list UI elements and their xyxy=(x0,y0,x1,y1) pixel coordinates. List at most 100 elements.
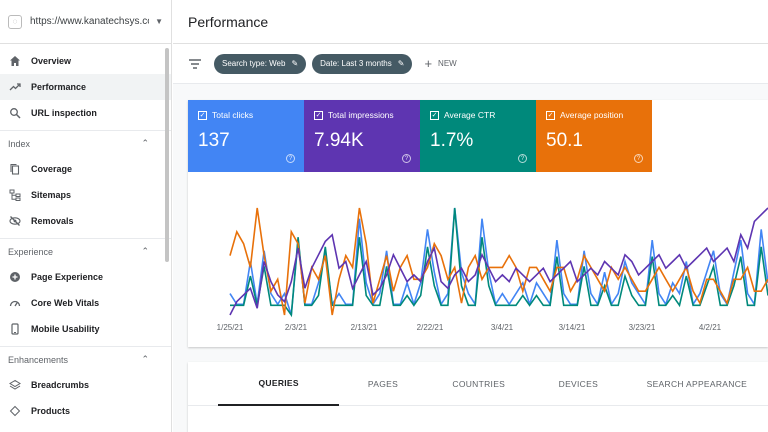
sidebar-item-label: Removals xyxy=(31,216,74,226)
metric-label-text: Average CTR xyxy=(444,110,496,120)
phone-icon xyxy=(8,322,22,336)
x-tick-label: 2/3/21 xyxy=(285,323,308,332)
sidebar-item-label: Core Web Vitals xyxy=(31,298,100,308)
plus-icon: + xyxy=(424,56,433,71)
sidebar-item-performance[interactable]: Performance xyxy=(0,74,171,100)
sidebar-item-label: Mobile Usability xyxy=(31,324,100,334)
page-header: Performance xyxy=(173,0,768,44)
x-tick-label: 2/22/21 xyxy=(417,323,444,332)
section-title: Enhancements xyxy=(8,354,69,365)
metric-value: 7.94K xyxy=(314,130,364,151)
sitemap-icon xyxy=(8,188,22,202)
tab-countries[interactable]: COUNTRIES xyxy=(452,378,506,389)
trending-icon xyxy=(8,80,22,94)
sidebar: ◌ https://www.kanatechsys.co... ▼ Overvi… xyxy=(0,0,172,432)
metric-label: ✓ Average CTR xyxy=(430,110,526,120)
checkbox-checked-icon[interactable]: ✓ xyxy=(430,110,439,120)
sidebar-item-label: Coverage xyxy=(31,164,73,174)
sidebar-item-label: Performance xyxy=(31,82,87,92)
sidebar-item-url-inspection[interactable]: URL inspection xyxy=(0,100,171,126)
eye-off-icon xyxy=(8,214,22,228)
home-icon xyxy=(8,54,22,68)
metric-card-average-ctr[interactable]: ✓ Average CTR 1.7%? xyxy=(420,100,536,172)
new-label: NEW xyxy=(438,59,457,68)
main-content: Performance Search type: Web ✎ Date: Las… xyxy=(173,0,768,432)
sidebar-item-products[interactable]: Products xyxy=(0,398,171,424)
chevron-up-icon[interactable]: ⌃ xyxy=(141,354,149,364)
edit-icon[interactable]: ✎ xyxy=(291,59,299,68)
section-title: Index xyxy=(8,138,31,149)
metric-card-total-clicks[interactable]: ✓ Total clicks 137? xyxy=(188,100,304,172)
x-tick-label: 2/13/21 xyxy=(351,323,378,332)
filter-chip-date[interactable]: Date: Last 3 months ✎ xyxy=(312,53,413,74)
diamond-icon xyxy=(8,404,22,418)
section-header-enhancements[interactable]: Enhancements ⌃ xyxy=(0,346,171,372)
metric-label: ✓ Total clicks xyxy=(198,110,294,120)
checkbox-checked-icon[interactable]: ✓ xyxy=(546,110,555,120)
x-tick-label: 4/2/21 xyxy=(699,323,722,332)
metric-value: 137 xyxy=(198,130,230,151)
help-icon[interactable]: ? xyxy=(518,154,527,163)
chip-label: Date: Last 3 months xyxy=(320,59,392,68)
chevron-up-icon[interactable]: ⌃ xyxy=(141,138,149,148)
sidebar-item-label: Overview xyxy=(31,56,72,66)
page-title: Performance xyxy=(188,13,269,30)
tab-queries[interactable]: QUERIES xyxy=(218,362,340,406)
x-tick-label: 3/4/21 xyxy=(491,323,514,332)
sidebar-item-label: URL inspection xyxy=(31,108,97,118)
report-tabs-card: QUERIES PAGES COUNTRIES DEVICES SEARCH APPEA… xyxy=(188,362,768,432)
tab-pages[interactable]: PAGES xyxy=(367,378,399,389)
chart-svg: 1/25/21 2/3/21 2/13/21 2/22/21 3/4/21 3/14/21… xyxy=(217,207,768,332)
series-line-3 xyxy=(229,207,768,316)
edit-icon[interactable]: ✎ xyxy=(397,59,405,68)
tab-search-appearance[interactable]: SEARCH APPEARANCE xyxy=(646,378,748,389)
performance-chart-card: ✓ Total clicks 137? ✓ Total impressions 7.94K… xyxy=(188,100,768,347)
sidebar-item-removals[interactable]: Removals xyxy=(0,208,171,234)
checkbox-checked-icon[interactable]: ✓ xyxy=(198,110,207,120)
chevron-down-icon[interactable]: ▼ xyxy=(155,17,163,26)
help-icon[interactable]: ? xyxy=(402,154,411,163)
sidebar-item-overview[interactable]: Overview xyxy=(0,48,171,74)
metric-label-text: Average position xyxy=(560,110,624,120)
filter-icon[interactable] xyxy=(188,58,204,70)
metric-value: 50.1 xyxy=(546,130,583,151)
section-header-index[interactable]: Index ⌃ xyxy=(0,130,171,156)
sidebar-scrollbar[interactable] xyxy=(164,44,170,432)
layers-icon xyxy=(8,378,22,392)
sidebar-nav: Overview Performance URL inspection Index ⌃ C… xyxy=(0,44,171,424)
sidebar-item-core-web-vitals[interactable]: Core Web Vitals xyxy=(0,290,171,316)
series-line-1 xyxy=(230,207,768,318)
help-icon[interactable]: ? xyxy=(634,154,643,163)
sidebar-item-label: Sitemaps xyxy=(31,190,72,200)
section-title: Experience xyxy=(8,246,54,257)
sidebar-item-page-experience[interactable]: Page Experience xyxy=(0,264,171,290)
filter-chip-search-type[interactable]: Search type: Web ✎ xyxy=(214,53,307,74)
x-tick-label: 1/25/21 xyxy=(217,323,244,332)
performance-chart[interactable]: 1/25/21 2/3/21 2/13/21 2/22/21 3/4/21 3/14/21… xyxy=(188,200,768,345)
metric-card-total-impressions[interactable]: ✓ Total impressions 7.94K? xyxy=(304,100,420,172)
section-header-experience[interactable]: Experience ⌃ xyxy=(0,238,171,264)
property-selector[interactable]: ◌ https://www.kanatechsys.co... ▼ xyxy=(0,0,171,44)
scrollbar-thumb[interactable] xyxy=(165,48,169,262)
metric-label-text: Total impressions xyxy=(328,110,394,120)
property-url: https://www.kanatechsys.co... xyxy=(30,16,150,27)
new-filter-button[interactable]: + NEW xyxy=(424,56,456,71)
tab-devices[interactable]: DEVICES xyxy=(558,378,599,389)
help-icon[interactable]: ? xyxy=(286,154,295,163)
sidebar-item-mobile-usability[interactable]: Mobile Usability xyxy=(0,316,171,342)
x-tick-label: 3/14/21 xyxy=(559,323,586,332)
chevron-up-icon[interactable]: ⌃ xyxy=(141,246,149,256)
metric-label: ✓ Total impressions xyxy=(314,110,410,120)
sidebar-item-coverage[interactable]: Coverage xyxy=(0,156,171,182)
metric-card-average-position[interactable]: ✓ Average position 50.1? xyxy=(536,100,652,172)
speed-icon xyxy=(8,296,22,310)
metric-label-text: Total clicks xyxy=(212,110,254,120)
sidebar-item-breadcrumbs[interactable]: Breadcrumbs xyxy=(0,372,171,398)
series-line-2 xyxy=(229,207,768,316)
chip-label: Search type: Web xyxy=(222,59,286,68)
metric-value: 1.7% xyxy=(430,130,474,151)
sidebar-item-sitemaps[interactable]: Sitemaps xyxy=(0,182,171,208)
checkbox-checked-icon[interactable]: ✓ xyxy=(314,110,323,120)
report-tabs: QUERIES PAGES COUNTRIES DEVICES SEARCH APPEA… xyxy=(188,362,768,406)
sidebar-item-label: Products xyxy=(31,406,71,416)
